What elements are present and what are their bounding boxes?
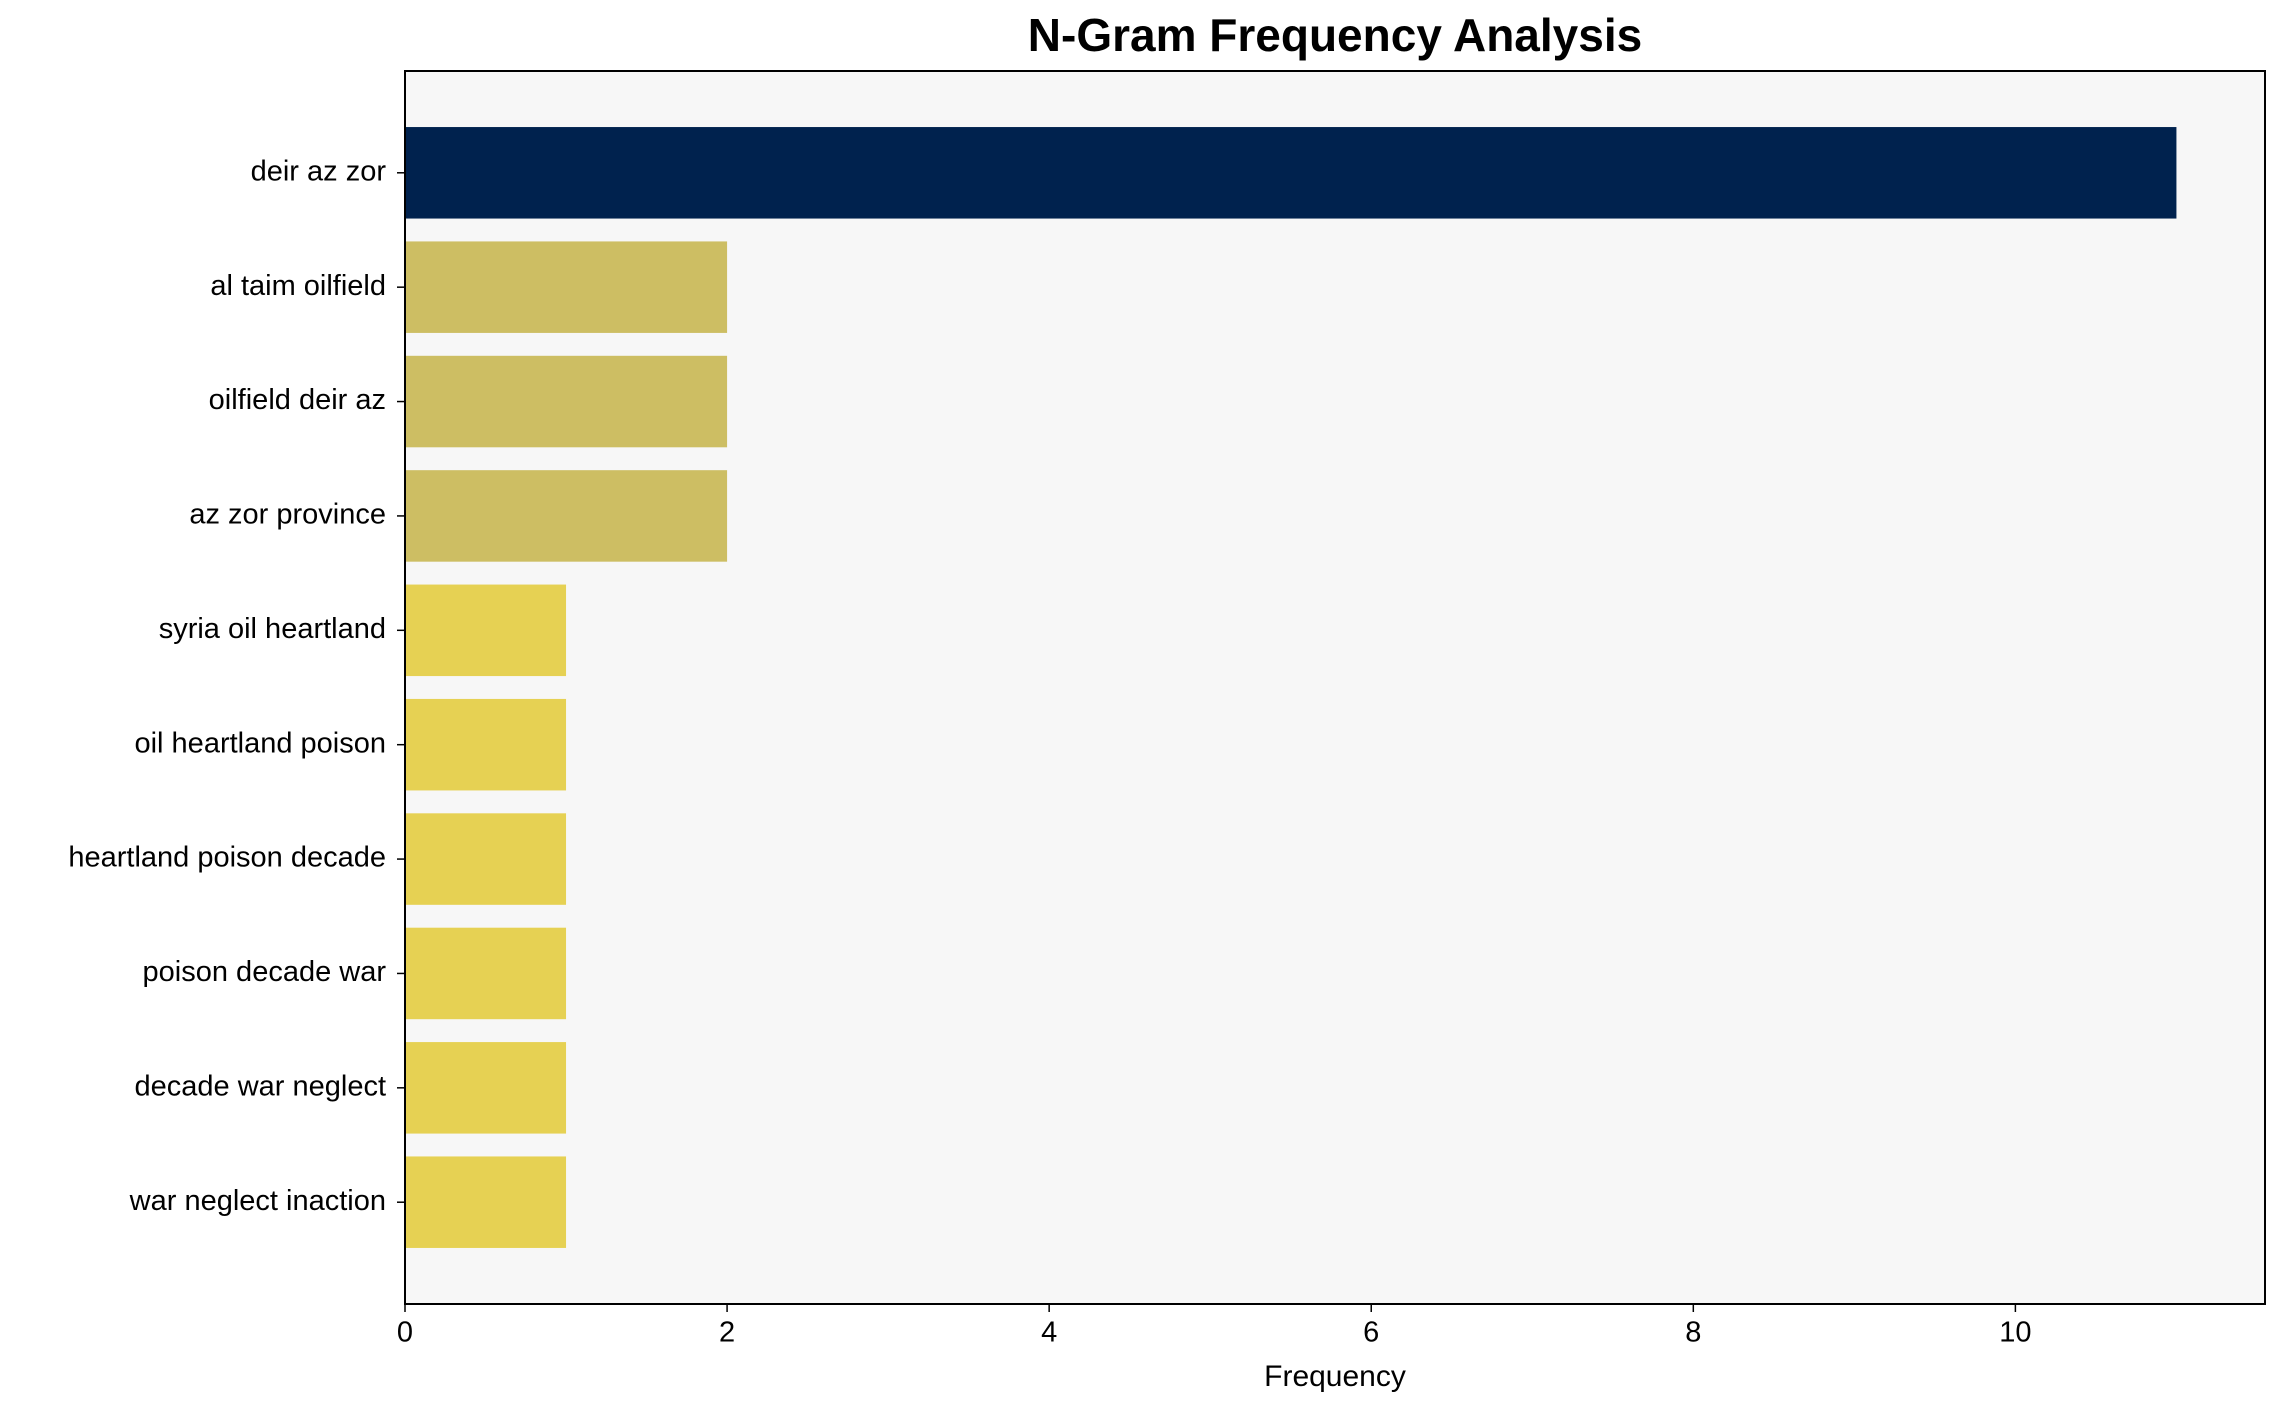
y-tick-label: war neglect inaction: [129, 1185, 386, 1217]
y-tick-label: al taim oilfield: [210, 270, 386, 302]
bar: [405, 1156, 567, 1248]
y-tick-label: deir az zor: [251, 155, 387, 187]
y-tick-label: heartland poison decade: [68, 842, 386, 874]
y-tick-label: poison decade war: [143, 956, 387, 988]
bar: [405, 470, 728, 562]
bar: [405, 813, 567, 905]
bar: [405, 698, 567, 791]
plot-frame: [404, 70, 2266, 1305]
x-tick-label: 0: [397, 1317, 413, 1349]
x-tick-label: 8: [1685, 1317, 1701, 1349]
y-tick-label: syria oil heartland: [159, 613, 386, 645]
bar: [405, 927, 567, 1020]
x-tick-label: 6: [1363, 1317, 1379, 1349]
bar: [405, 127, 2177, 219]
x-tick-label: 4: [1041, 1317, 1057, 1349]
x-tick-label: 10: [1999, 1317, 2031, 1349]
bar: [405, 355, 728, 448]
x-axis-label: Frequency: [1264, 1360, 1406, 1393]
y-tick-label: oil heartland poison: [134, 727, 386, 759]
x-tick-label: 2: [719, 1317, 735, 1349]
y-tick-label: az zor province: [189, 499, 386, 531]
chart-title: N-Gram Frequency Analysis: [1028, 9, 1642, 61]
bar: [405, 1042, 567, 1134]
bar: [405, 584, 567, 677]
bar: [405, 241, 728, 333]
y-tick-label: decade war neglect: [135, 1070, 387, 1102]
y-tick-label: oilfield deir az: [209, 384, 386, 416]
